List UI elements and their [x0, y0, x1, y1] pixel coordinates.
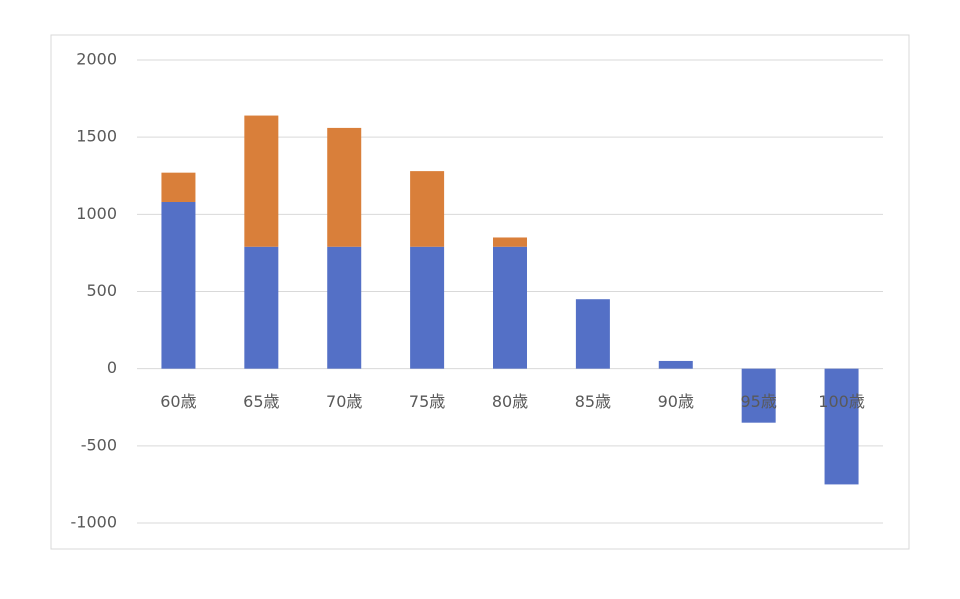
y-tick-label: 500: [86, 281, 117, 300]
bar-segment: [327, 127, 362, 247]
bar-segment: [741, 368, 776, 423]
bar-segment: [410, 246, 445, 369]
x-tick-label: 75歳: [409, 392, 445, 411]
y-tick-label: -1000: [71, 513, 118, 532]
bar-segment: [575, 299, 610, 369]
y-tick-label: 1000: [76, 204, 117, 223]
x-tick-label: 70歳: [326, 392, 362, 411]
y-tick-label: 0: [107, 358, 117, 377]
x-tick-label: 90歳: [658, 392, 694, 411]
x-tick-label: 80歳: [492, 392, 528, 411]
bar-segment: [161, 172, 196, 202]
x-tick-label: 85歳: [575, 392, 611, 411]
bar-segment: [244, 115, 279, 247]
y-tick-label: 1500: [76, 127, 117, 146]
bar-segment: [658, 360, 693, 369]
x-tick-label: 100歳: [818, 392, 865, 411]
x-tick-label: 60歳: [160, 392, 196, 411]
x-tick-label: 95歳: [740, 392, 776, 411]
x-tick-label: 65歳: [243, 392, 279, 411]
y-tick-label: -500: [81, 435, 117, 454]
bar-segment: [410, 171, 445, 247]
y-tick-label: 2000: [76, 50, 117, 69]
bar-segment: [824, 368, 859, 485]
bar-segment: [244, 246, 279, 369]
bar-segment: [161, 201, 196, 369]
bar-segment: [493, 246, 527, 369]
bar-segment: [493, 237, 527, 247]
bar-segment: [327, 246, 362, 369]
